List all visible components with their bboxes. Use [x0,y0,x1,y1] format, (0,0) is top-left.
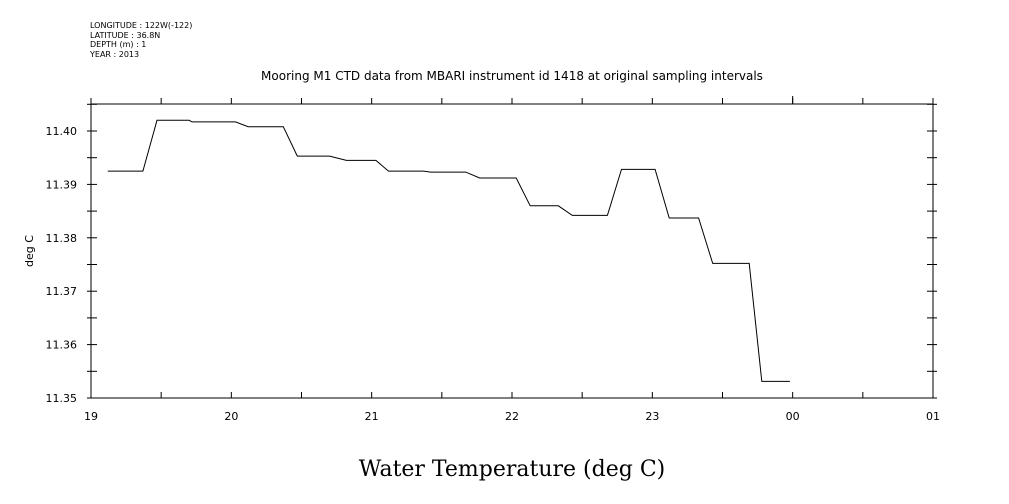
y-tick-label: 11.40 [46,125,78,138]
y-tick-label: 11.37 [46,285,78,298]
y-tick-labels: 11.40 11.39 11.38 11.37 11.36 11.35 [46,125,78,405]
y-tick-label: 11.38 [46,232,78,245]
y-tick-label: 11.36 [46,339,78,352]
latitude-label: LATITUDE : 36.8N [90,30,161,40]
x-tick-label: 23 [645,410,659,423]
y-tick-label: 11.35 [46,392,78,405]
y-axis-label: deg C [23,235,36,267]
x-tick-label: 19 [84,410,98,423]
depth-label: DEPTH (m) : 1 [90,40,147,49]
longitude-label: LONGITUDE : 122W(-122) [90,21,193,30]
series-line [107,119,790,382]
y-tick-label: 11.39 [46,178,78,191]
x-axis-label: Water Temperature (deg C) [359,457,666,482]
plot-frame [90,103,934,399]
year-label: YEAR : 2013 [90,49,140,59]
x-tick-label: 22 [505,410,519,423]
chart-title: Mooring M1 CTD data from MBARI instrumen… [261,69,763,83]
metadata-block: LONGITUDE : 122W(-122) LATITUDE : 36.8N … [90,21,192,59]
x-tick-label: 20 [224,410,238,423]
axis-ticks [87,96,937,399]
x-tick-label: 00 [786,410,800,423]
x-tick-label: 21 [365,410,379,423]
x-tick-label: 01 [926,410,940,423]
x-tick-labels: 19 20 21 22 23 00 01 [84,410,940,423]
